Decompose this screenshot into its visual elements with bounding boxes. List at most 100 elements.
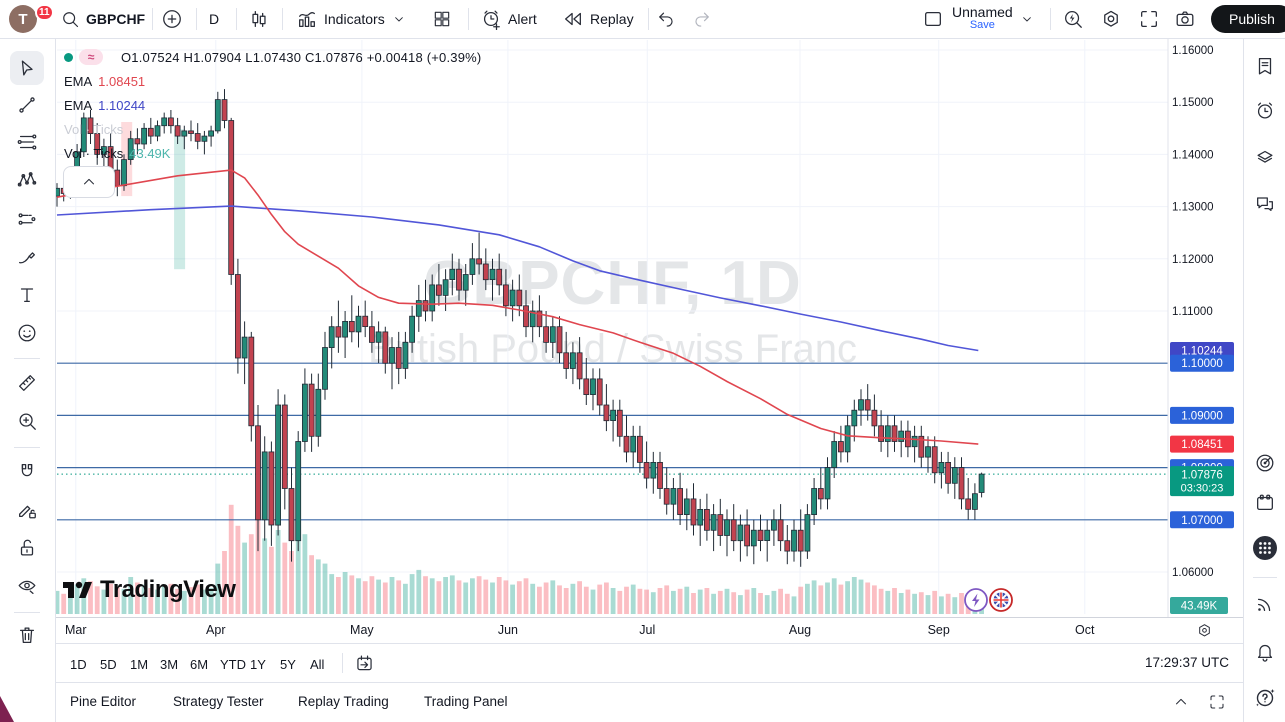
range-all-button[interactable]: All	[310, 656, 325, 672]
plus-circle-icon	[161, 8, 183, 30]
undo-button[interactable]	[656, 0, 676, 38]
range-3m-button[interactable]: 3M	[160, 656, 179, 672]
symbol-search-button[interactable]: GBPCHF	[60, 0, 145, 38]
range-5y-button[interactable]: 5Y	[280, 656, 296, 672]
price-chart: 1.16000 1.15000 1.14000 1.13000 1.12000 1.110…	[56, 39, 1234, 617]
sidebar-streams-button[interactable]	[1248, 587, 1282, 621]
panel-maximize-button[interactable]	[1208, 693, 1226, 716]
sidebar-watchlist-button[interactable]	[1248, 49, 1282, 83]
candle	[462, 274, 469, 291]
candle	[864, 399, 871, 411]
sidebar-alerts-button[interactable]	[1248, 94, 1282, 128]
save-link[interactable]: Save	[969, 19, 995, 31]
fib-tool-button[interactable]	[10, 125, 44, 159]
sidebar-chats-button[interactable]	[1248, 187, 1282, 221]
drawing-mode-lock-button[interactable]	[10, 493, 44, 527]
toolbar-divider	[14, 447, 40, 448]
tab-strategy-tester[interactable]: Strategy Tester	[173, 694, 264, 709]
candle	[328, 326, 335, 349]
pattern-tool-button[interactable]	[10, 163, 44, 197]
sidebar-calendar-button[interactable]	[1248, 486, 1282, 520]
chevron-down-icon[interactable]	[1019, 11, 1035, 27]
volume-bar	[845, 581, 850, 614]
volume-bar	[530, 583, 536, 614]
divider	[152, 8, 153, 30]
time-axis[interactable]: Mar Apr May Jun Jul Aug Sep Oct	[56, 617, 1243, 644]
range-5d-button[interactable]: 5D	[100, 656, 117, 672]
volume-bar	[195, 584, 201, 614]
redo-button[interactable]	[692, 0, 712, 38]
chevron-down-icon[interactable]	[391, 11, 407, 27]
projection-tool-button[interactable]	[10, 203, 44, 237]
volume-bar	[362, 581, 368, 614]
indicator-templates-button[interactable]	[432, 0, 452, 38]
text-tool-button[interactable]	[10, 278, 44, 312]
chart-settings-button[interactable]	[1100, 0, 1122, 38]
snapshot-button[interactable]	[1174, 0, 1196, 38]
measure-tool-button[interactable]	[10, 366, 44, 400]
indicators-button[interactable]: Indicators	[296, 0, 407, 38]
object-tree-icon	[1254, 146, 1276, 168]
panel-expand-button[interactable]	[1172, 693, 1190, 716]
remove-drawings-button[interactable]	[10, 618, 44, 652]
sidebar-notifications-button[interactable]	[1248, 634, 1282, 668]
uk-flag-badge[interactable]	[989, 588, 1013, 612]
quick-search-button[interactable]	[1062, 0, 1084, 38]
fullscreen-button[interactable]	[1138, 0, 1160, 38]
publish-button[interactable]: Publish	[1211, 5, 1285, 33]
cursor-tool-button[interactable]	[10, 51, 44, 85]
trend-line-tool-button[interactable]	[10, 88, 44, 122]
emoji-tool-button[interactable]	[10, 316, 44, 350]
candle	[697, 508, 704, 526]
user-avatar[interactable]: T 11	[9, 4, 54, 33]
chart-legend: ≈ O1.07524 H1.07904 L1.07430 C1.07876 +0…	[64, 48, 481, 168]
sidebar-help-button[interactable]	[1248, 680, 1282, 714]
sidebar-apps-button[interactable]	[1248, 531, 1282, 565]
trend-line-tool-icon	[16, 94, 38, 116]
magnet-mode-button[interactable]	[10, 455, 44, 489]
hide-all-drawings-button[interactable]	[10, 569, 44, 603]
goto-date-button[interactable]	[354, 653, 375, 679]
volume-bar	[510, 584, 515, 614]
axis-settings-gear-icon[interactable]	[1196, 622, 1213, 644]
lock-all-drawings-button[interactable]	[10, 531, 44, 565]
delayed-data-badge[interactable]: ≈	[79, 49, 103, 65]
divider	[648, 8, 649, 30]
tab-pine-editor[interactable]: Pine Editor	[70, 694, 137, 709]
compare-add-button[interactable]	[161, 0, 183, 38]
alert-button[interactable]: Alert	[480, 0, 537, 38]
save-layout-button[interactable]	[922, 0, 944, 38]
layout-name-button[interactable]: Unnamed Save	[952, 0, 1035, 38]
zoom-in-tool-button[interactable]	[10, 404, 44, 438]
tradingview-logo[interactable]: TradingView	[63, 576, 236, 604]
projection-tool-icon	[16, 209, 38, 231]
range-1m-button[interactable]: 1M	[130, 656, 149, 672]
range-6m-button[interactable]: 6M	[190, 656, 209, 672]
fib-tool-icon	[16, 131, 38, 153]
clock[interactable]: 17:29:37 UTC	[1144, 655, 1229, 670]
sidebar-screener-button[interactable]	[1248, 446, 1282, 480]
replay-button[interactable]: Replay	[562, 0, 634, 38]
volume-bar	[557, 585, 562, 614]
pane-collapse-button[interactable]	[63, 166, 115, 198]
tab-trading-panel[interactable]: Trading Panel	[424, 694, 508, 709]
interval-button[interactable]: D	[209, 0, 219, 38]
range-ytd-button[interactable]: YTD	[220, 656, 246, 672]
range-1d-button[interactable]: 1D	[70, 656, 87, 672]
candle	[94, 133, 101, 155]
candle	[221, 99, 228, 121]
price-label-chip: 1.09000	[1170, 406, 1234, 424]
economic-bolt-badge[interactable]	[964, 588, 988, 612]
range-1y-button[interactable]: 1Y	[250, 656, 266, 672]
sidebar-object-tree-button[interactable]	[1248, 140, 1282, 174]
tab-replay-trading[interactable]: Replay Trading	[298, 694, 389, 709]
brush-tool-button[interactable]	[10, 241, 44, 275]
notification-badge: 11	[35, 4, 54, 21]
volume-bar	[88, 581, 93, 614]
candle	[583, 378, 590, 395]
volume-bar	[650, 592, 656, 614]
chart-style-button[interactable]	[248, 0, 270, 38]
candle	[603, 404, 610, 422]
candle	[342, 320, 349, 338]
candle	[824, 467, 831, 500]
